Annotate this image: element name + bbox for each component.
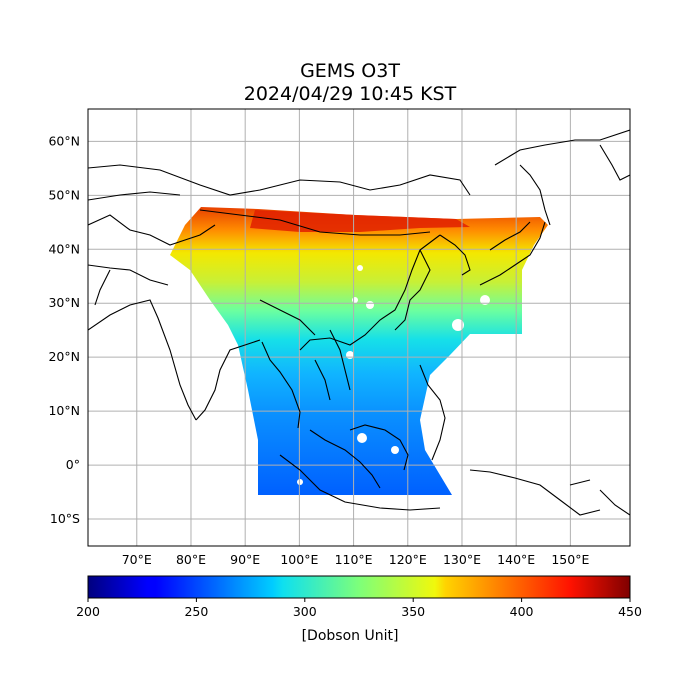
colorbar-label: [Dobson Unit] (301, 628, 399, 644)
longitude-tick-label: 70°E (122, 552, 152, 567)
latitude-tick-label: 30°N (48, 295, 80, 310)
latitude-tick-label: 20°N (48, 349, 80, 364)
latitude-tick-label: 40°N (48, 241, 80, 256)
colorbar-tick-label: 250 (184, 604, 208, 619)
longitude-tick-label: 130°E (443, 552, 481, 567)
colorbar-tick-label: 350 (401, 604, 425, 619)
map-frame (87, 108, 631, 547)
longitude-tick-label: 140°E (497, 552, 535, 567)
latitude-tick-label: 0° (66, 457, 80, 472)
high-ozone-band (250, 210, 470, 232)
longitude-tick-label: 110°E (335, 552, 373, 567)
latitude-tick-label: 10°N (48, 403, 80, 418)
longitude-tick-label: 120°E (389, 552, 427, 567)
latitude-tick-label: 50°N (48, 187, 80, 202)
longitude-tick-label: 80°E (176, 552, 206, 567)
colorbar-tick-label: 450 (618, 604, 642, 619)
map-title: GEMS O3T (300, 60, 400, 82)
colorbar-tick-label: 400 (510, 604, 534, 619)
longitude-tick-label: 90°E (230, 552, 260, 567)
data-gaps (297, 265, 490, 485)
map-subtitle: 2024/04/29 10:45 KST (243, 83, 457, 105)
latitude-tick-label: 10°S (50, 511, 80, 526)
ozone-swath (170, 207, 548, 495)
colorbar-tick-label: 300 (293, 604, 317, 619)
longitude-tick-label: 150°E (551, 552, 589, 567)
coastlines (88, 129, 630, 516)
latitude-tick-label: 60°N (48, 133, 80, 148)
longitude-tick-label: 100°E (280, 552, 318, 567)
colorbar-tick-label: 200 (76, 604, 100, 619)
colorbar (87, 575, 631, 599)
